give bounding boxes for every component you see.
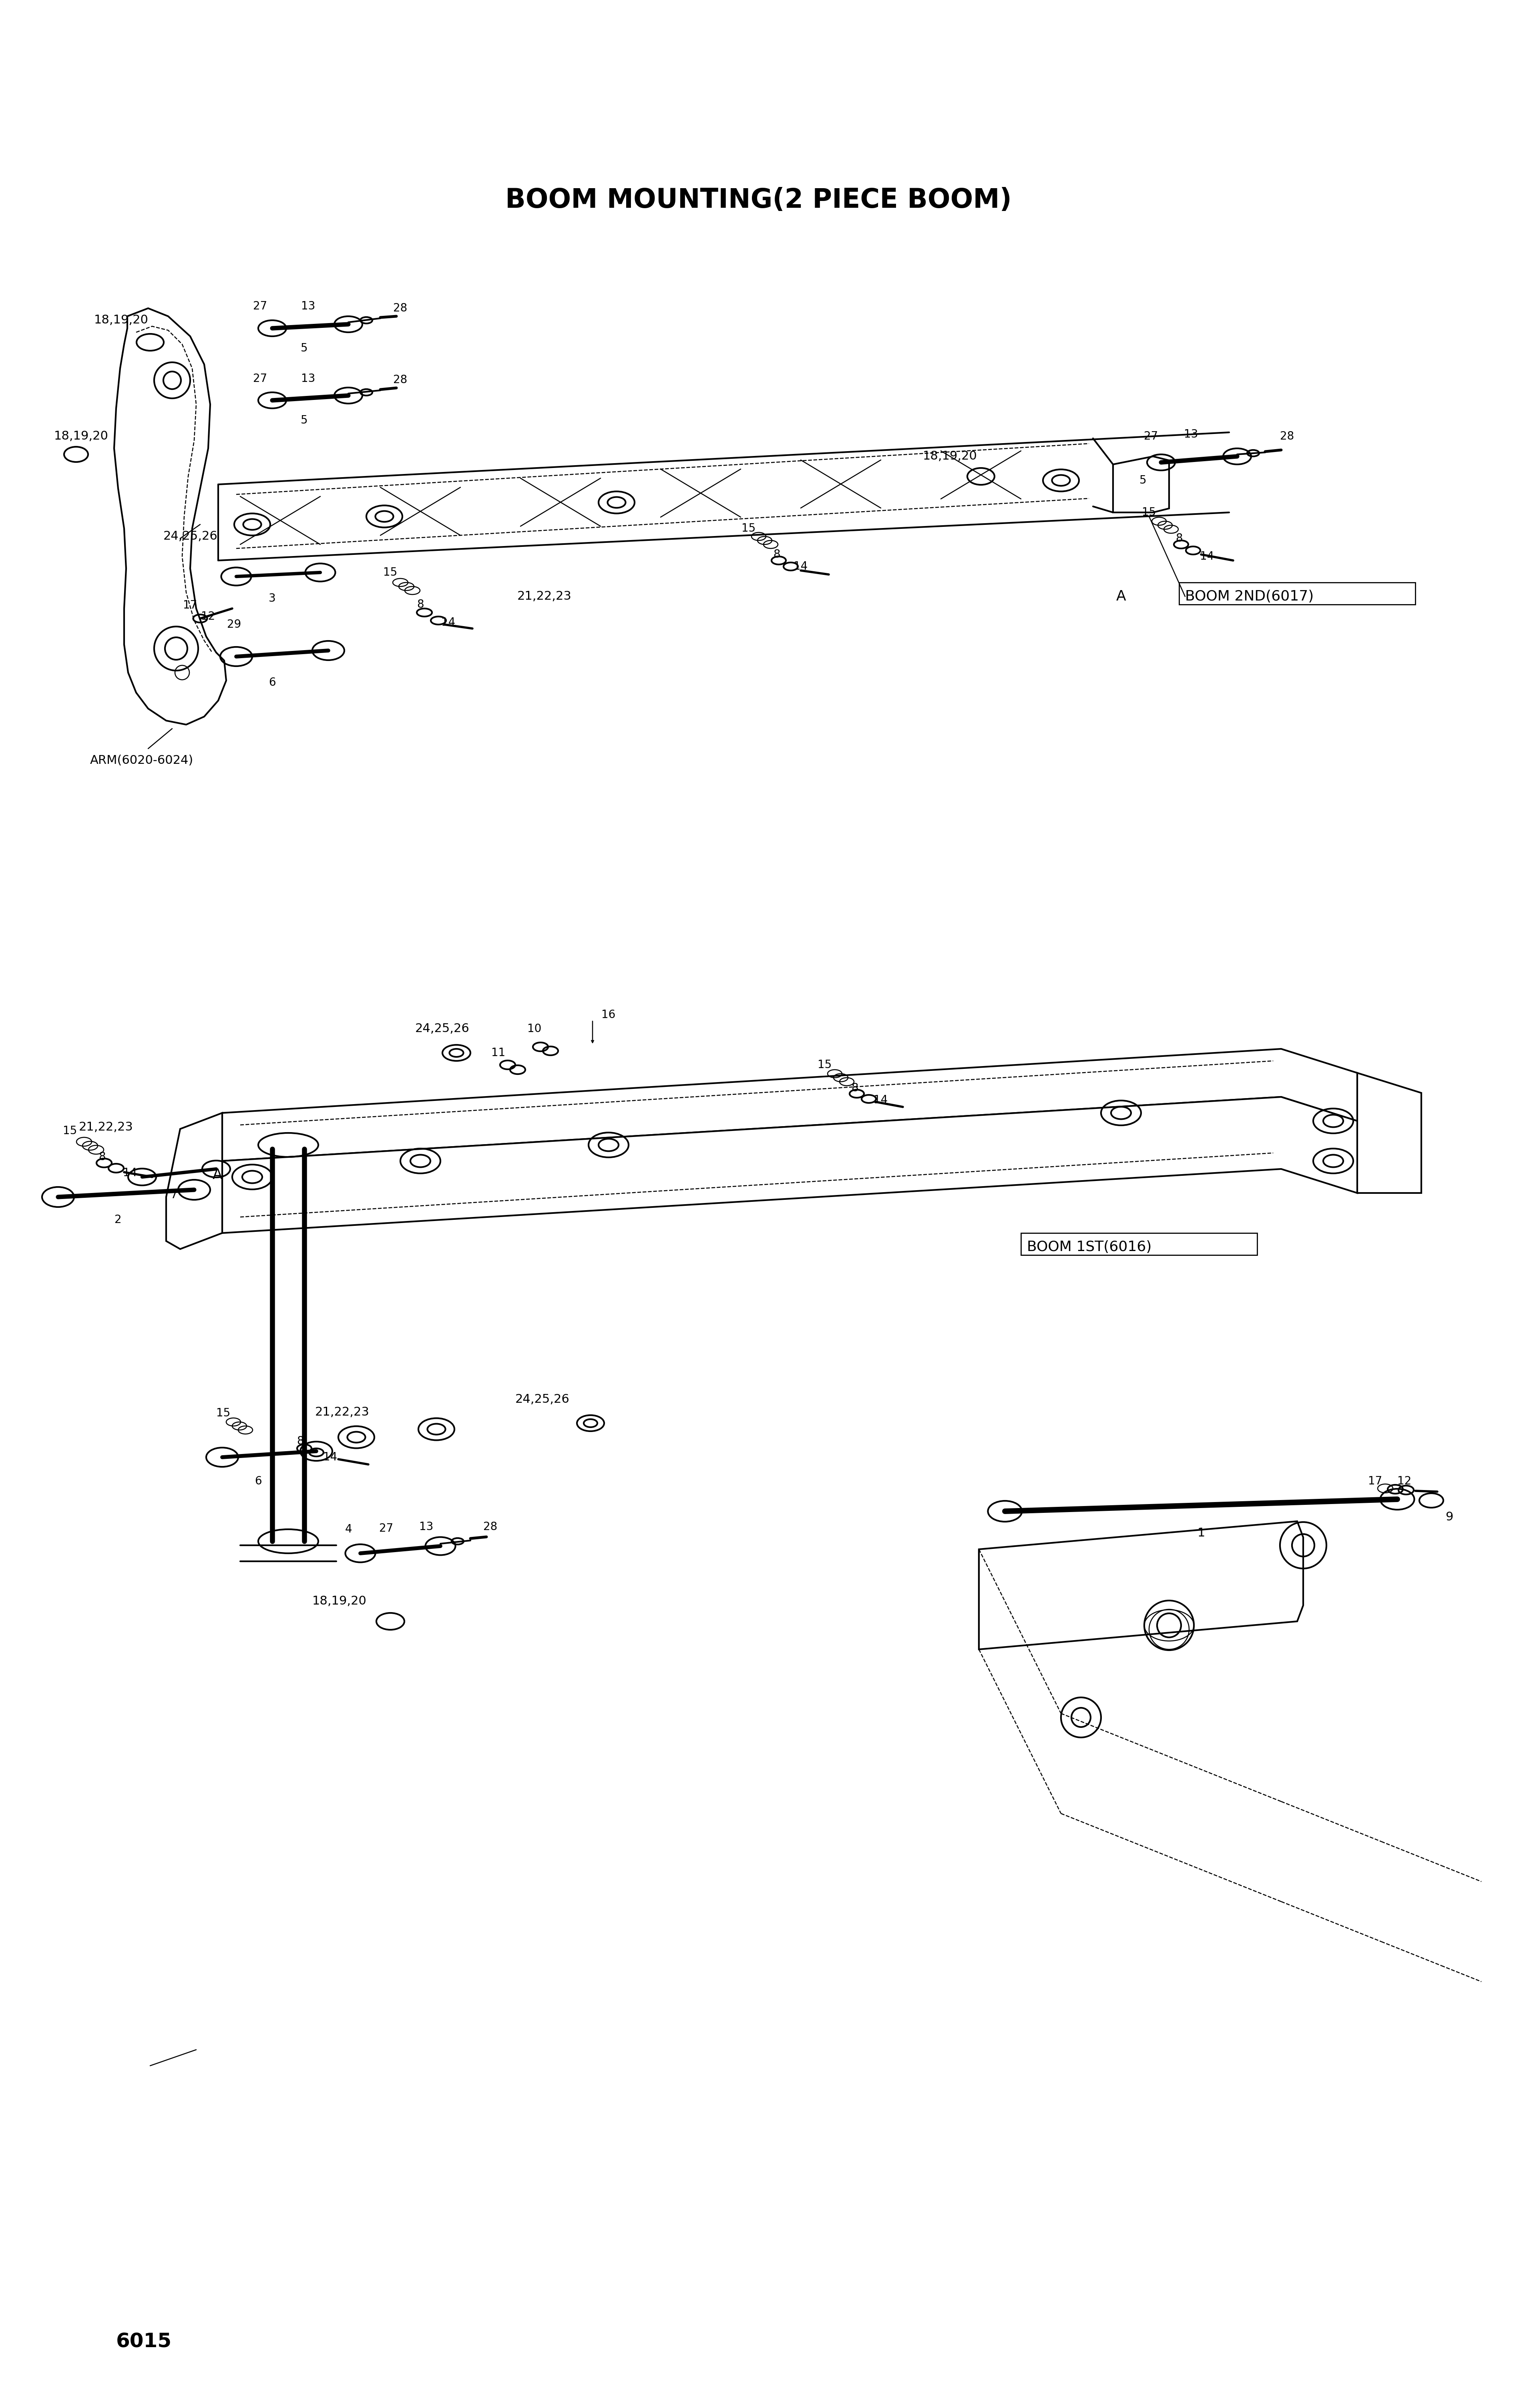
Text: 29: 29	[228, 619, 241, 631]
Text: 8: 8	[774, 549, 780, 561]
Text: 6015: 6015	[117, 2333, 171, 2353]
Text: 8: 8	[417, 600, 423, 609]
Text: 5: 5	[300, 342, 308, 354]
Text: 8: 8	[297, 1435, 303, 1447]
Text: 15: 15	[1142, 506, 1156, 518]
Text: 6: 6	[269, 677, 276, 689]
Text: 27: 27	[253, 301, 267, 313]
Text: 28: 28	[393, 373, 408, 385]
Text: 24,25,26: 24,25,26	[416, 1023, 470, 1035]
Text: 13: 13	[419, 1522, 434, 1531]
Text: 17: 17	[1368, 1476, 1382, 1486]
Text: 6: 6	[255, 1476, 262, 1486]
Text: 21,22,23: 21,22,23	[79, 1122, 133, 1132]
Text: 3: 3	[269, 592, 276, 604]
Text: 14: 14	[123, 1168, 137, 1178]
Text: 24,25,26: 24,25,26	[516, 1394, 570, 1404]
Text: 18,19,20: 18,19,20	[55, 431, 108, 443]
Text: 15: 15	[818, 1060, 831, 1072]
Text: 18,19,20: 18,19,20	[94, 315, 149, 325]
Text: 2: 2	[115, 1214, 121, 1226]
Polygon shape	[978, 1522, 1303, 1649]
Text: 14: 14	[1200, 551, 1214, 561]
Text: 15: 15	[217, 1409, 231, 1418]
Text: 8: 8	[99, 1151, 106, 1163]
Text: 5: 5	[1139, 474, 1147, 486]
Text: 13: 13	[302, 373, 316, 385]
Polygon shape	[221, 1050, 1358, 1161]
Text: 15: 15	[742, 523, 755, 535]
Text: 16: 16	[602, 1009, 616, 1021]
Text: 14: 14	[793, 561, 807, 573]
Text: 28: 28	[393, 303, 408, 313]
Polygon shape	[221, 1098, 1358, 1233]
Text: 8: 8	[1176, 532, 1183, 544]
Text: 15: 15	[64, 1125, 77, 1137]
Text: 9: 9	[1446, 1512, 1453, 1524]
Text: 18,19,20: 18,19,20	[313, 1597, 367, 1606]
Text: 27: 27	[1144, 431, 1157, 443]
Text: 7: 7	[170, 1190, 177, 1202]
Text: A: A	[212, 1168, 221, 1182]
Text: 27: 27	[379, 1522, 393, 1534]
Text: 5: 5	[300, 414, 308, 426]
Text: 15: 15	[384, 566, 397, 578]
Text: 17: 17	[184, 600, 197, 612]
Text: 1: 1	[1197, 1527, 1204, 1539]
Text: 14: 14	[323, 1452, 337, 1462]
Polygon shape	[1358, 1074, 1421, 1192]
Text: BOOM 1ST(6016): BOOM 1ST(6016)	[1027, 1240, 1151, 1255]
Text: 27: 27	[253, 373, 267, 385]
Text: 18,19,20: 18,19,20	[922, 450, 977, 462]
Text: 24,25,26: 24,25,26	[164, 530, 218, 542]
Text: 28: 28	[1280, 431, 1294, 443]
Text: BOOM 2ND(6017): BOOM 2ND(6017)	[1185, 590, 1314, 604]
Text: 13: 13	[1183, 429, 1198, 441]
Polygon shape	[1113, 458, 1170, 513]
Text: A: A	[1117, 590, 1126, 604]
Text: 10: 10	[528, 1023, 542, 1035]
Text: 12: 12	[202, 612, 215, 621]
Text: 21,22,23: 21,22,23	[517, 590, 572, 602]
Text: 14: 14	[874, 1096, 887, 1105]
Text: 12: 12	[1397, 1476, 1411, 1486]
Polygon shape	[167, 1112, 221, 1250]
Text: 13: 13	[302, 301, 316, 313]
Text: 21,22,23: 21,22,23	[316, 1406, 370, 1418]
Text: 28: 28	[484, 1522, 498, 1531]
Text: 14: 14	[441, 616, 455, 628]
Text: 4: 4	[344, 1524, 352, 1534]
Text: 11: 11	[492, 1047, 505, 1060]
Text: 8: 8	[851, 1084, 859, 1093]
Text: ARM(6020-6024): ARM(6020-6024)	[90, 754, 194, 766]
Text: BOOM MOUNTING(2 PIECE BOOM): BOOM MOUNTING(2 PIECE BOOM)	[505, 188, 1012, 214]
